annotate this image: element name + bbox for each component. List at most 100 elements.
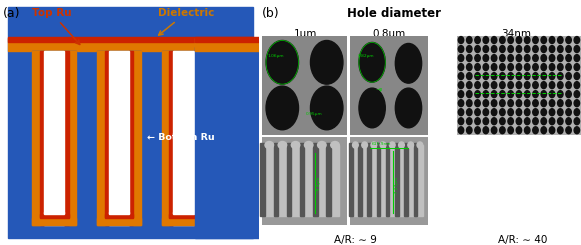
Ellipse shape bbox=[500, 46, 505, 52]
Ellipse shape bbox=[483, 127, 489, 134]
Ellipse shape bbox=[516, 82, 522, 89]
Bar bbox=[105, 51, 109, 225]
Ellipse shape bbox=[310, 86, 343, 130]
Ellipse shape bbox=[558, 55, 563, 61]
Ellipse shape bbox=[558, 82, 563, 89]
Bar bbox=[350, 137, 428, 225]
Ellipse shape bbox=[533, 91, 538, 98]
Ellipse shape bbox=[500, 64, 505, 71]
Ellipse shape bbox=[549, 55, 555, 61]
Ellipse shape bbox=[483, 46, 489, 52]
Ellipse shape bbox=[291, 142, 300, 148]
Ellipse shape bbox=[475, 127, 480, 134]
Ellipse shape bbox=[483, 118, 489, 125]
Ellipse shape bbox=[541, 46, 547, 52]
Ellipse shape bbox=[310, 40, 343, 84]
Ellipse shape bbox=[566, 109, 571, 116]
Ellipse shape bbox=[558, 64, 563, 71]
Ellipse shape bbox=[318, 142, 326, 148]
Bar bbox=[162, 51, 169, 225]
Ellipse shape bbox=[566, 91, 571, 98]
Ellipse shape bbox=[525, 37, 530, 44]
Ellipse shape bbox=[558, 91, 563, 98]
Ellipse shape bbox=[566, 82, 571, 89]
Ellipse shape bbox=[458, 118, 464, 125]
Ellipse shape bbox=[549, 127, 555, 134]
Bar bbox=[44, 212, 64, 214]
Ellipse shape bbox=[574, 82, 580, 89]
Ellipse shape bbox=[533, 46, 538, 52]
Ellipse shape bbox=[574, 118, 580, 125]
Ellipse shape bbox=[525, 46, 530, 52]
Ellipse shape bbox=[266, 40, 299, 84]
Ellipse shape bbox=[516, 118, 522, 125]
Bar bbox=[162, 51, 206, 225]
Ellipse shape bbox=[566, 100, 571, 107]
Ellipse shape bbox=[483, 109, 489, 116]
Ellipse shape bbox=[574, 55, 580, 61]
Bar bbox=[33, 218, 76, 225]
Bar bbox=[417, 145, 423, 216]
Ellipse shape bbox=[525, 109, 530, 116]
Bar bbox=[8, 38, 253, 51]
Ellipse shape bbox=[549, 46, 555, 52]
Ellipse shape bbox=[492, 55, 497, 61]
Ellipse shape bbox=[558, 127, 563, 134]
Bar bbox=[44, 51, 64, 225]
Ellipse shape bbox=[492, 91, 497, 98]
Text: ~7.27μm: ~7.27μm bbox=[394, 175, 399, 196]
Ellipse shape bbox=[467, 37, 472, 44]
Ellipse shape bbox=[492, 109, 497, 116]
Bar bbox=[367, 143, 371, 216]
Bar bbox=[274, 143, 278, 216]
Ellipse shape bbox=[395, 88, 422, 128]
Ellipse shape bbox=[266, 86, 299, 130]
Ellipse shape bbox=[549, 37, 555, 44]
Bar bbox=[8, 37, 253, 42]
Ellipse shape bbox=[458, 127, 464, 134]
Ellipse shape bbox=[558, 37, 563, 44]
Ellipse shape bbox=[541, 118, 547, 125]
Ellipse shape bbox=[483, 91, 489, 98]
Ellipse shape bbox=[467, 64, 472, 71]
Ellipse shape bbox=[508, 109, 514, 116]
Ellipse shape bbox=[566, 37, 571, 44]
Ellipse shape bbox=[533, 55, 538, 61]
Bar bbox=[353, 145, 358, 216]
Ellipse shape bbox=[508, 55, 514, 61]
Text: A/R: ∼ 9: A/R: ∼ 9 bbox=[334, 235, 376, 245]
Ellipse shape bbox=[389, 142, 395, 148]
Text: Dielectric: Dielectric bbox=[158, 8, 214, 35]
Ellipse shape bbox=[566, 118, 571, 125]
Ellipse shape bbox=[508, 118, 514, 125]
Ellipse shape bbox=[516, 37, 522, 44]
Ellipse shape bbox=[508, 64, 514, 71]
Ellipse shape bbox=[500, 73, 505, 80]
Ellipse shape bbox=[525, 73, 530, 80]
Bar bbox=[262, 137, 347, 225]
Bar bbox=[198, 51, 206, 225]
Ellipse shape bbox=[508, 127, 514, 134]
Ellipse shape bbox=[516, 91, 522, 98]
Bar bbox=[97, 51, 105, 225]
Ellipse shape bbox=[533, 118, 538, 125]
Bar bbox=[195, 47, 268, 238]
Ellipse shape bbox=[500, 127, 505, 134]
Ellipse shape bbox=[500, 118, 505, 125]
Ellipse shape bbox=[541, 55, 547, 61]
Ellipse shape bbox=[541, 91, 547, 98]
Bar bbox=[318, 145, 326, 216]
Text: 0.95μm: 0.95μm bbox=[306, 112, 323, 116]
Text: (a): (a) bbox=[2, 7, 20, 20]
Ellipse shape bbox=[417, 142, 423, 148]
Text: 1μm: 1μm bbox=[293, 29, 317, 39]
Ellipse shape bbox=[475, 118, 480, 125]
Ellipse shape bbox=[475, 100, 480, 107]
Ellipse shape bbox=[558, 118, 563, 125]
Bar bbox=[399, 145, 404, 216]
Bar bbox=[286, 143, 291, 216]
Ellipse shape bbox=[458, 73, 464, 80]
Bar bbox=[389, 145, 395, 216]
Bar bbox=[404, 143, 408, 216]
Ellipse shape bbox=[353, 142, 358, 148]
